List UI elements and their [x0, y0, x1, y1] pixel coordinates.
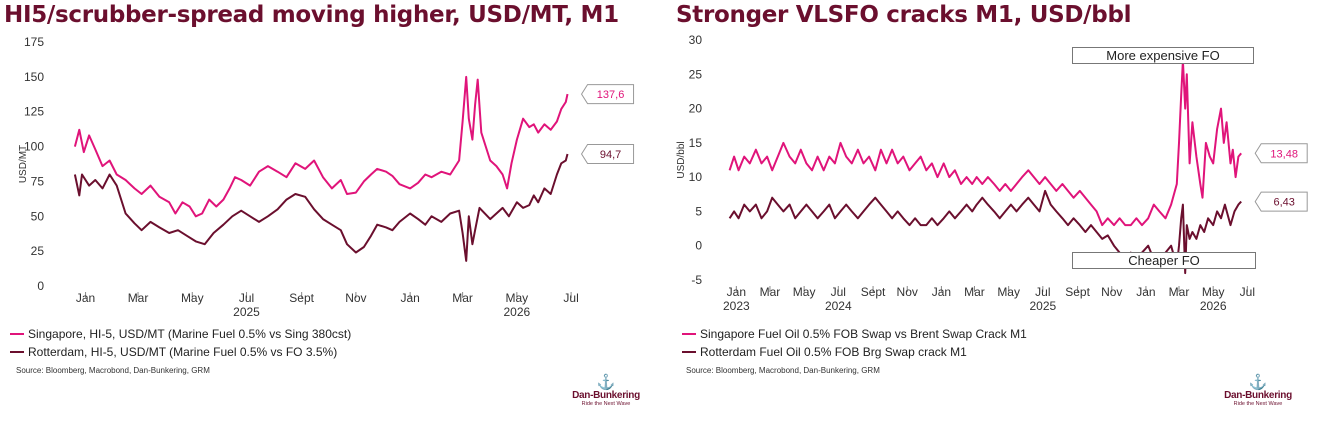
legend-item-rotterdam: Rotterdam Fuel Oil 0.5% FOB Brg Swap cra… [682, 343, 1027, 361]
legend-label: Rotterdam Fuel Oil 0.5% FOB Brg Swap cra… [700, 345, 967, 359]
end-value-label: 13,48 [1270, 148, 1298, 160]
y-tick-label: 100 [24, 140, 44, 154]
y-tick-label: 175 [24, 35, 44, 49]
x-tick-label: Jul [563, 291, 578, 305]
anchor-icon: ⚓ [596, 374, 616, 391]
x-tick-label: May [506, 291, 529, 305]
x-year-label: 2026 [1200, 299, 1227, 313]
legend-label: Singapore Fuel Oil 0.5% FOB Swap vs Bren… [700, 327, 1027, 341]
x-tick-label: Mar [128, 291, 149, 305]
annotation-cheaper: Cheaper FO [1072, 252, 1256, 269]
y-tick-label: 30 [689, 33, 703, 47]
x-tick-label: Nov [1101, 285, 1122, 299]
x-year-label: 2025 [233, 305, 260, 319]
x-tick-label: Jan [727, 285, 746, 299]
x-tick-label: Mar [452, 291, 473, 305]
x-tick-label: Nov [345, 291, 366, 305]
legend: Singapore Fuel Oil 0.5% FOB Swap vs Bren… [682, 325, 1027, 361]
hi5-spread-chart: USD/MT 0 25 50 75 100 125 150 175 Jan Mar May Jul Sep… [18, 35, 635, 319]
y-axis-label: USD/MT [18, 145, 29, 183]
y-tick-label: 0 [695, 239, 702, 253]
end-value-label: 94,7 [600, 149, 621, 161]
x-tick-label: Jul [1240, 285, 1255, 299]
logo-tagline: Ride the Next Wave [581, 401, 631, 407]
y-tick-label: 50 [31, 209, 45, 223]
x-tick-label: Jul [1035, 285, 1050, 299]
legend-swatch [10, 351, 24, 353]
source-note: Source: Bloomberg, Macrobond, Dan-Bunker… [686, 366, 880, 375]
x-tick-label: Mar [1169, 285, 1190, 299]
x-tick-label: Sept [1065, 285, 1090, 299]
y-tick-label: 25 [31, 244, 45, 258]
x-tick-label: Jan [1136, 285, 1155, 299]
y-tick-label: 150 [24, 70, 44, 84]
x-tick-label: Jan [932, 285, 951, 299]
y-tick-label: -5 [691, 273, 702, 287]
chart-title: Stronger VLSFO cracks M1, USD/bbl [676, 2, 1132, 28]
logo-tagline: Ride the Next Wave [1233, 401, 1283, 407]
x-year-label: 2024 [825, 299, 852, 313]
dan-bunkering-logo: ⚓ Dan-Bunkering Ride the Next Wave [566, 374, 646, 408]
legend-label: Singapore, HI-5, USD/MT (Marine Fuel 0.5… [28, 327, 352, 341]
legend-item-singapore: Singapore Fuel Oil 0.5% FOB Swap vs Bren… [682, 325, 1027, 343]
right-chart-panel: Stronger VLSFO cracks M1, USD/bbl USD/bb… [672, 0, 1332, 430]
end-value-label: 137,6 [597, 89, 625, 101]
legend: Singapore, HI-5, USD/MT (Marine Fuel 0.5… [10, 325, 351, 361]
y-tick-label: 10 [689, 170, 703, 184]
rotterdam-series-line [73, 153, 569, 262]
x-tick-label: May [997, 285, 1020, 299]
y-tick-label: 0 [37, 279, 44, 293]
rotterdam-series-line [728, 189, 1242, 275]
y-axis-label: USD/bbl [676, 141, 687, 178]
y-tick-label: 5 [695, 204, 702, 218]
x-year-label: 2025 [1029, 299, 1056, 313]
logo-name: Dan-Bunkering [572, 390, 640, 401]
dan-bunkering-logo: ⚓ Dan-Bunkering Ride the Next Wave [1218, 374, 1298, 408]
x-year-label: 2026 [504, 305, 531, 319]
legend-swatch [682, 333, 696, 335]
x-year-label: 2023 [723, 299, 750, 313]
singapore-series-line [728, 59, 1242, 227]
anchor-icon: ⚓ [1248, 374, 1268, 391]
left-chart-panel: HI5/scrubber-spread moving higher, USD/M… [0, 0, 660, 430]
y-tick-label: 125 [24, 105, 44, 119]
source-note: Source: Bloomberg, Macrobond, Dan-Bunker… [16, 366, 210, 375]
logo-name: Dan-Bunkering [1224, 390, 1292, 401]
legend-item-rotterdam: Rotterdam, HI-5, USD/MT (Marine Fuel 0.5… [10, 343, 351, 361]
x-tick-label: Jan [400, 291, 419, 305]
legend-label: Rotterdam, HI-5, USD/MT (Marine Fuel 0.5… [28, 345, 338, 359]
legend-swatch [10, 333, 24, 335]
y-tick-label: 20 [689, 102, 703, 116]
annotation-more-expensive: More expensive FO [1072, 47, 1254, 64]
x-tick-label: Mar [964, 285, 985, 299]
end-value-callout [580, 143, 635, 164]
legend-item-singapore: Singapore, HI-5, USD/MT (Marine Fuel 0.5… [10, 325, 351, 343]
chart-title: HI5/scrubber-spread moving higher, USD/M… [4, 2, 619, 28]
x-tick-label: Sept [289, 291, 314, 305]
x-tick-label: Jul [831, 285, 846, 299]
x-tick-label: Jul [239, 291, 254, 305]
x-tick-label: May [1202, 285, 1225, 299]
legend-swatch [682, 351, 696, 353]
y-tick-label: 15 [689, 136, 703, 150]
end-value-callout [580, 84, 635, 105]
x-tick-label: Sept [861, 285, 886, 299]
singapore-series-line [73, 75, 569, 218]
end-value-callout [1254, 143, 1308, 164]
y-tick-label: 75 [31, 174, 45, 188]
x-tick-label: Mar [760, 285, 781, 299]
y-tick-label: 25 [689, 67, 703, 81]
x-tick-label: Nov [897, 285, 918, 299]
x-tick-label: Jan [76, 291, 95, 305]
end-value-callout [1254, 191, 1308, 212]
end-value-label: 6,43 [1273, 197, 1294, 209]
x-tick-label: May [181, 291, 204, 305]
x-tick-label: May [793, 285, 816, 299]
